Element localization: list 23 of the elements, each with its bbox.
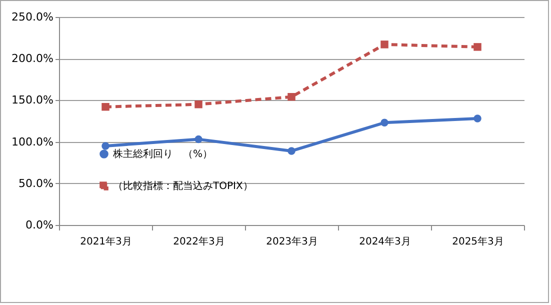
y-tick-label: 250.0% xyxy=(12,10,54,24)
point xyxy=(474,43,482,51)
point xyxy=(102,142,110,150)
x-tick-label: 2025年3月 xyxy=(452,236,504,248)
point xyxy=(102,102,110,111)
point xyxy=(474,114,482,122)
point xyxy=(288,147,296,155)
point xyxy=(288,93,296,101)
point xyxy=(380,40,388,48)
y-tick-label: 200.0% xyxy=(12,52,54,66)
y-tick-label: 100.0% xyxy=(12,135,54,148)
point xyxy=(194,135,202,144)
y-tick-label: 0.0% xyxy=(26,218,54,232)
legend-label: 株主総利回り （%） xyxy=(112,148,213,160)
x-tick-label: 2021年3月 xyxy=(80,236,132,248)
legend-label: （比較指標：配当込みTOPIX） xyxy=(113,180,253,192)
y-tick-label: 50.0% xyxy=(18,176,54,190)
x-tick-label: 2023年3月 xyxy=(266,236,318,248)
point xyxy=(380,118,388,127)
x-tick-label: 2022年3月 xyxy=(173,236,225,248)
y-tick-label: 150.0% xyxy=(12,94,54,107)
x-tick-label: 2024年3月 xyxy=(359,236,411,248)
point xyxy=(194,100,202,108)
